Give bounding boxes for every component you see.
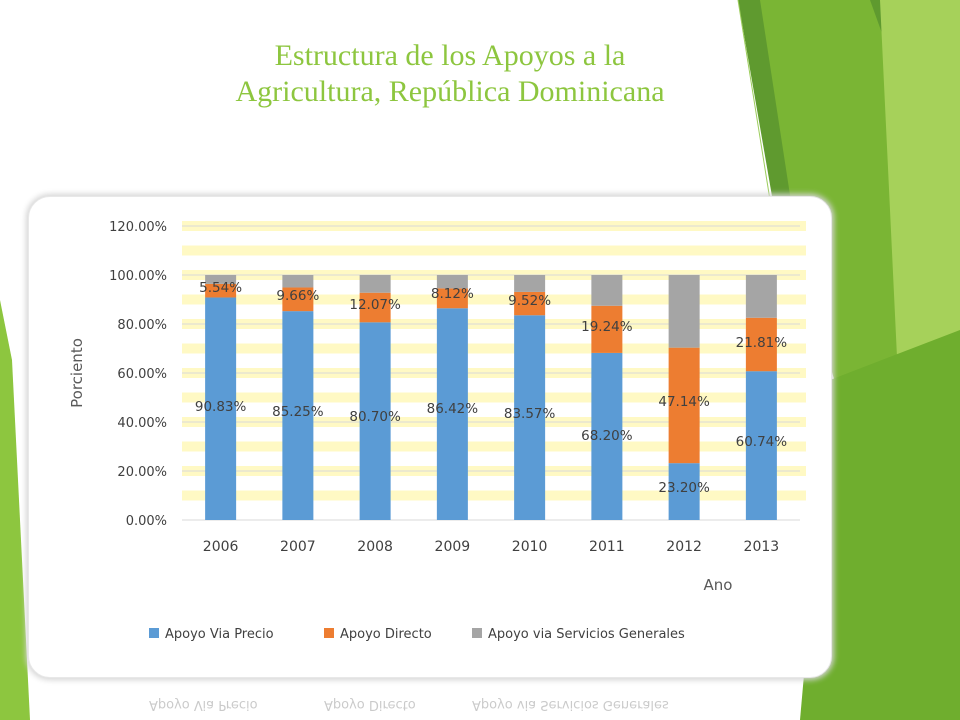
data-label-apoyo-directo: 9.52% [508,293,551,309]
bar-apoyo-directo [205,283,237,298]
data-label-apoyo-directo: 5.54% [199,280,242,296]
bar-apoyo-servicios-generales [591,275,623,306]
bar-apoyo-via-precio [745,371,777,520]
grid-band [182,490,806,501]
y-tick-label: 0.00% [126,514,167,529]
decor-green-band-left [0,300,30,720]
bar-apoyo-via-precio [514,315,546,520]
legend-label: Apoyo via Servicios Generales [488,627,685,642]
y-tick-labels: 0.00% 20.00% 40.00% 60.00% 80.00% 100.00% 120.… [109,220,167,529]
reflection-legend-label: Apoyo Directo [324,697,416,712]
data-label-apoyo-via-precio: 68.20% [581,428,633,444]
y-tick-label: 20.00% [117,465,167,480]
x-tick-label: 2009 [435,539,471,555]
grid-bands [182,221,806,501]
legend-swatch [324,628,334,638]
bar-apoyo-servicios-generales [668,275,700,348]
data-labels: 90.83% 5.54% 85.25% 9.66% 80.70% 12.07% 86.42%… [195,280,787,496]
bar-apoyo-servicios-generales [359,275,391,293]
slide-title: Estructura de los Apoyos a la Agricultur… [60,38,840,110]
x-tick-labels: 2006 2007 2008 2009 2010 2011 2012 2013 [203,539,779,555]
bar-apoyo-servicios-generales [745,275,777,318]
y-tick-label: 100.00% [109,269,167,284]
x-tick-label: 2006 [203,539,239,555]
bar-apoyo-directo [282,287,314,312]
x-tick-label: 2012 [666,539,702,555]
y-tick-label: 60.00% [117,367,167,382]
bar-apoyo-directo [436,288,468,309]
y-tick-label: 80.00% [117,318,167,333]
data-label-apoyo-via-precio: 80.70% [349,409,401,425]
bar-apoyo-directo [359,292,391,323]
y-tick-label: 120.00% [109,220,167,235]
data-label-apoyo-directo: 21.81% [736,335,788,351]
bar-apoyo-directo [668,347,700,464]
data-label-apoyo-via-precio: 86.42% [427,401,479,417]
bar-apoyo-directo [745,317,777,372]
bar-apoyo-via-precio [668,463,700,520]
reflection-legend-label: Apoyo Via Precio [149,697,258,712]
x-tick-label: 2008 [357,539,393,555]
bar-apoyo-servicios-generales [282,275,314,288]
bar-apoyo-servicios-generales [514,275,546,292]
y-axis-label: Porciento [68,338,86,408]
slide-title-line-2: Agricultura, República Dominicana [235,75,665,108]
data-label-apoyo-via-precio: 83.57% [504,406,556,422]
data-label-apoyo-directo: 9.66% [276,288,319,304]
data-label-apoyo-directo: 12.07% [349,297,401,313]
bar-apoyo-servicios-generales [205,275,237,284]
data-label-apoyo-via-precio: 60.74% [736,434,788,450]
bar-apoyo-via-precio [591,352,623,520]
bar-apoyo-directo [514,291,546,316]
grid-band [182,343,806,354]
data-label-apoyo-via-precio: 90.83% [195,399,247,415]
slide-title-line-1: Estructura de los Apoyos a la [274,39,626,72]
bar-apoyo-servicios-generales [436,275,468,289]
bar-apoyo-via-precio [282,311,314,520]
legend-swatch [472,628,482,638]
data-label-apoyo-via-precio: 23.20% [658,480,710,496]
chart-reflection: Apoyo Via Precio Apoyo Directo Apoyo via S… [28,684,830,720]
data-label-apoyo-directo: 19.24% [581,319,633,335]
bar-apoyo-directo [591,305,623,353]
x-axis-label: Ano [704,576,733,594]
legend-swatch [149,628,159,638]
reflection-legend-label: Apoyo via Servicios Generales [472,697,669,712]
legend-label: Apoyo Directo [340,627,432,642]
data-label-apoyo-via-precio: 85.25% [272,404,324,420]
legend: Apoyo Via Precio Apoyo Directo Apoyo via S… [149,627,685,642]
bar-apoyo-via-precio [205,297,237,520]
x-tick-label: 2011 [589,539,625,555]
x-tick-label: 2007 [280,539,316,555]
grid-band [182,245,806,256]
x-tick-label: 2013 [744,539,780,555]
grid-band [182,294,806,305]
decor-green-band-lower [800,330,960,720]
y-tick-label: 40.00% [117,416,167,431]
data-label-apoyo-directo: 47.14% [658,394,710,410]
data-label-apoyo-directo: 8.12% [431,286,474,302]
bars [205,275,777,520]
bar-apoyo-via-precio [359,322,391,520]
x-tick-label: 2010 [512,539,548,555]
bar-apoyo-via-precio [436,308,468,520]
grid-band [182,441,806,452]
decor-thin-line [737,0,771,201]
legend-label: Apoyo Via Precio [165,627,274,642]
grid-band [182,392,806,403]
